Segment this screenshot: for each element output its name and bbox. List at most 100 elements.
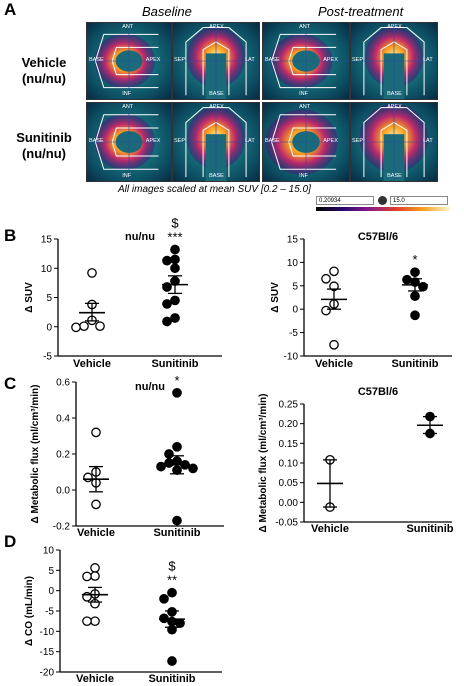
panel-letter-c: C bbox=[4, 374, 17, 393]
scale-slider-knob-icon[interactable] bbox=[378, 196, 387, 205]
y-tick-label: -10 bbox=[284, 352, 299, 363]
category-label-vehicle: Vehicle bbox=[77, 527, 115, 539]
pet-label-apex: APEX bbox=[145, 138, 161, 145]
significance-marker: $ bbox=[168, 559, 176, 574]
panel-letter-b: B bbox=[4, 226, 17, 245]
data-point-sunitinib bbox=[162, 316, 172, 327]
row-label-sunitinib-line1: Sunitinib bbox=[16, 130, 72, 145]
significance-marker: ** bbox=[167, 573, 177, 588]
pet-label-sep: SEP bbox=[352, 138, 364, 145]
category-label-vehicle: Vehicle bbox=[76, 673, 114, 685]
y-tick-label: 0 bbox=[48, 586, 54, 597]
data-point-vehicle bbox=[321, 273, 331, 284]
significance-marker: $ bbox=[171, 216, 179, 231]
pet-label-inf: INF bbox=[299, 91, 308, 97]
pet-label-sep: SEP bbox=[174, 138, 186, 145]
y-tick-label: -0.2 bbox=[53, 522, 71, 533]
data-point-sunitinib bbox=[170, 244, 180, 255]
y-tick-label: -5 bbox=[43, 352, 52, 363]
significance-marker: *** bbox=[167, 230, 182, 245]
y-tick-label: 5 bbox=[46, 293, 52, 304]
pet-label-inf: INF bbox=[122, 173, 132, 179]
data-point-vehicle bbox=[90, 563, 100, 573]
pet-image-6: APEX BASE SEP LAT bbox=[172, 102, 260, 182]
pet-image-1: ANT INF BASE APEX bbox=[86, 22, 172, 100]
scale-min-field[interactable]: 0.20934 bbox=[316, 196, 374, 205]
data-point-sunitinib bbox=[172, 387, 182, 398]
pet-label-base: BASE bbox=[387, 91, 402, 97]
pet-image-7: ANT INF BASE APEX bbox=[262, 102, 350, 182]
category-label-sunitinib: Sunitinib bbox=[151, 358, 198, 370]
panel-letter-a: A bbox=[4, 0, 17, 19]
color-scale-bar: 0.20934 15.0 bbox=[316, 196, 450, 206]
pet-heatmap-4 bbox=[351, 23, 437, 99]
panel-letter-d: D bbox=[4, 532, 17, 551]
pet-label-lat: LAT bbox=[245, 138, 255, 145]
data-point-sunitinib bbox=[159, 593, 169, 604]
pet-label-apex: APEX bbox=[209, 104, 224, 110]
data-point-vehicle bbox=[90, 571, 100, 581]
significance-marker: * bbox=[174, 373, 179, 388]
y-axis-label: Δ CO (mL/min) bbox=[24, 576, 35, 646]
data-point-sunitinib bbox=[162, 299, 172, 309]
y-tick-label: 5 bbox=[48, 566, 54, 577]
pet-heatmap-1 bbox=[87, 23, 171, 99]
y-tick-label: -10 bbox=[40, 627, 55, 638]
y-tick-label: 0.6 bbox=[56, 378, 70, 389]
y-tick-label: 10 bbox=[43, 546, 55, 557]
pet-label-inf: INF bbox=[122, 91, 132, 97]
pet-label-lat: LAT bbox=[423, 138, 433, 145]
pet-label-apex: APEX bbox=[387, 104, 402, 110]
pet-image-5: ANT INF BASE APEX bbox=[86, 102, 172, 182]
y-tick-label: 0 bbox=[46, 322, 52, 333]
y-tick-label: 0.20 bbox=[279, 419, 299, 430]
row-label-vehicle: Vehicle (nu/nu) bbox=[4, 55, 84, 87]
pet-label-sep: SEP bbox=[352, 57, 364, 64]
pet-label-apex: APEX bbox=[145, 57, 161, 64]
pet-label-lat: LAT bbox=[423, 57, 433, 64]
data-point-sunitinib bbox=[170, 263, 180, 274]
category-label-sunitinib: Sunitinib bbox=[153, 527, 200, 539]
data-point-sunitinib bbox=[170, 313, 180, 323]
pet-label-base: BASE bbox=[265, 138, 280, 145]
pet-label-apex: APEX bbox=[323, 57, 338, 64]
pet-label-sep: SEP bbox=[174, 57, 186, 64]
data-point-vehicle bbox=[329, 339, 339, 350]
data-point-sunitinib bbox=[410, 310, 420, 321]
y-axis-label: Δ SUV bbox=[24, 282, 35, 313]
y-tick-label: -15 bbox=[40, 647, 55, 658]
data-point-sunitinib bbox=[410, 291, 420, 301]
y-tick-label: 0.05 bbox=[279, 478, 299, 489]
scale-max-field[interactable]: 15.0 bbox=[390, 196, 448, 205]
y-tick-label: 0.4 bbox=[56, 414, 70, 425]
pet-image-2: APEX BASE SEP LAT bbox=[172, 22, 260, 100]
data-point-sunitinib bbox=[410, 267, 420, 278]
data-point-vehicle bbox=[329, 266, 339, 277]
category-label-vehicle: Vehicle bbox=[73, 358, 111, 370]
pet-image-4: APEX BASE SEP LAT bbox=[350, 22, 438, 100]
chart-title: C57Bl/6 bbox=[358, 386, 398, 398]
data-point-vehicle bbox=[82, 616, 92, 627]
data-point-vehicle bbox=[90, 616, 100, 627]
pet-heatmap-6 bbox=[173, 103, 259, 181]
pet-label-ant: ANT bbox=[299, 104, 311, 110]
category-label-sunitinib: Sunitinib bbox=[148, 673, 195, 685]
data-point-sunitinib bbox=[172, 515, 182, 526]
pet-label-inf: INF bbox=[299, 173, 308, 179]
row-label-sunitinib-line2: (nu/nu) bbox=[21, 146, 67, 161]
significance-marker: * bbox=[412, 252, 417, 267]
category-label-vehicle: Vehicle bbox=[311, 523, 349, 535]
col-header-baseline: Baseline bbox=[142, 4, 192, 19]
category-label-sunitinib: Sunitinib bbox=[406, 523, 453, 535]
pet-label-apex: APEX bbox=[209, 24, 224, 30]
y-axis-label: Δ SUV bbox=[270, 282, 281, 313]
pet-label-ant: ANT bbox=[122, 104, 134, 110]
pet-label-base: BASE bbox=[387, 173, 402, 179]
y-tick-label: -20 bbox=[40, 668, 55, 679]
y-tick-label: -5 bbox=[289, 328, 298, 339]
pet-label-ant: ANT bbox=[299, 24, 311, 30]
y-tick-label: 0.2 bbox=[56, 450, 70, 461]
